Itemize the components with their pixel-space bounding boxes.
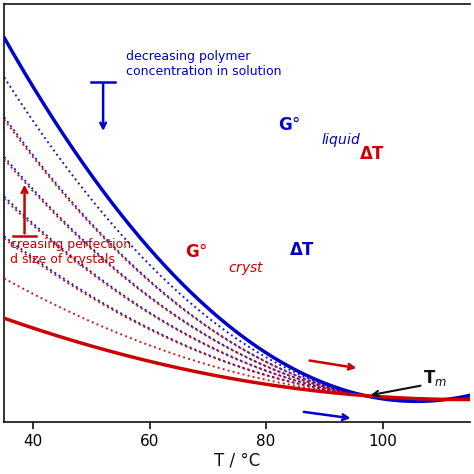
Text: $\it{liquid}$: $\it{liquid}$ [321, 131, 362, 149]
Text: G$\degree$: G$\degree$ [184, 243, 207, 261]
X-axis label: T / °C: T / °C [214, 452, 260, 470]
Text: G$\degree$: G$\degree$ [278, 116, 300, 134]
Text: $\bf{\Delta T}$: $\bf{\Delta T}$ [359, 145, 385, 163]
Text: creasing perfection
d size of crystals: creasing perfection d size of crystals [10, 238, 131, 266]
Text: decreasing polymer
concentration in solution: decreasing polymer concentration in solu… [127, 50, 282, 78]
Text: T$_m$: T$_m$ [423, 368, 447, 388]
Text: $\bf{\Delta T}$: $\bf{\Delta T}$ [290, 241, 316, 259]
Text: $\it{cryst}$: $\it{cryst}$ [228, 260, 265, 277]
